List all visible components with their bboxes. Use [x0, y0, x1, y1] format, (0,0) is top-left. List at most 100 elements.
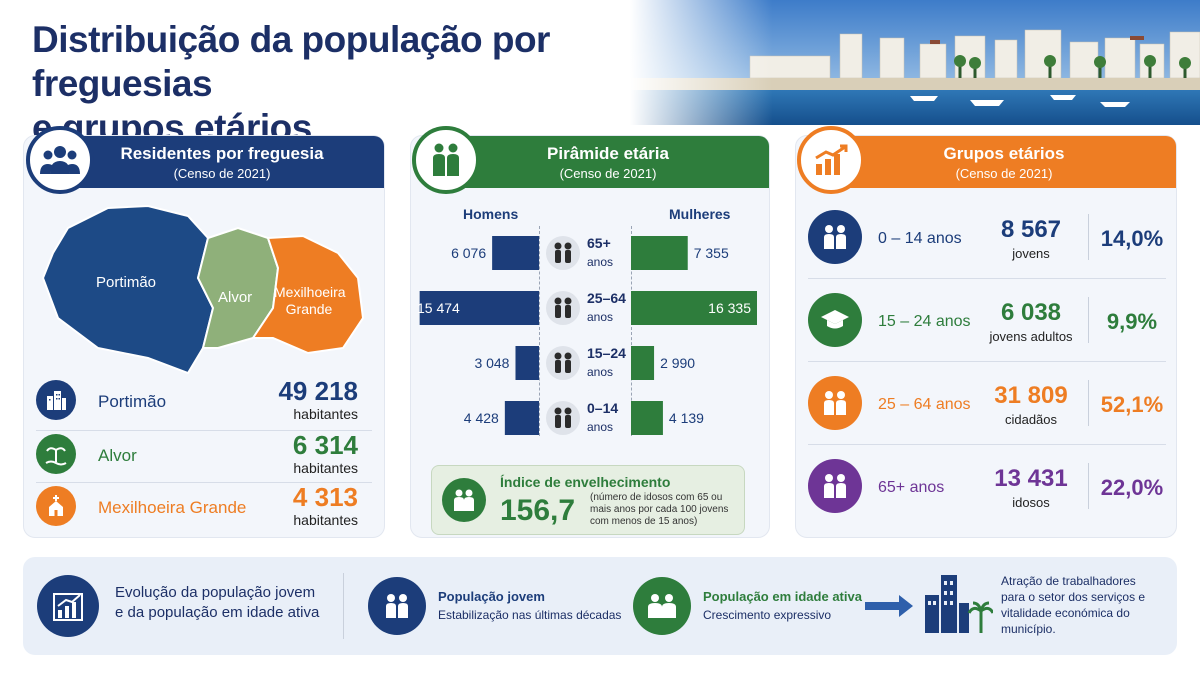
freguesia-unit: habitantes: [293, 406, 358, 422]
age-percent: 9,9%: [1106, 309, 1158, 334]
men-bar: [419, 291, 539, 325]
pyramid-chart: 6 076 7 355 65+ anos 15 474 16 335 25–64 anos 3 …: [417, 235, 757, 435]
vertical-divider: [1088, 380, 1089, 426]
aging-index-value: 156,7: [500, 494, 576, 527]
women-axis-line: [631, 226, 632, 436]
vertical-divider: [343, 573, 344, 639]
arrow-right-icon: [865, 593, 915, 624]
age-groups-header: Grupos etários (Censo de 2021): [832, 136, 1176, 188]
people-group-icon: [26, 126, 94, 194]
aging-index-title: Índice de envelhecimento: [500, 474, 671, 490]
footer-main-text: Evolução da população jovem e da populaç…: [115, 584, 320, 621]
age-group-row: 25 – 64 anos 31 809 cidadãos 52,1%: [796, 362, 1178, 444]
pyramid-header: Pirâmide etária (Censo de 2021): [447, 136, 769, 188]
graduation-cap-icon: [808, 293, 862, 347]
men-bar: [515, 346, 539, 380]
footer-conclusion: Atração de trabalhadores para o setor do…: [1001, 574, 1146, 636]
freguesia-name: Portimão: [98, 392, 167, 411]
young-title: População jovem: [438, 589, 545, 604]
women-bar: [631, 291, 757, 325]
men-label: Homens: [463, 206, 519, 222]
age-desc: jovens adultos: [989, 329, 1073, 344]
row-divider: [36, 430, 372, 431]
women-bar: [631, 401, 663, 435]
elderly-icon: [546, 236, 580, 270]
women-value-label: 16 335: [708, 300, 751, 316]
age-group-row: 0 – 14 anos 8 567 jovens 14,0%: [796, 196, 1178, 278]
women-value-label: 7 355: [694, 245, 729, 261]
women-label: Mulheres: [669, 206, 731, 222]
residents-header: Residentes por freguesia (Censo de 2021): [60, 136, 384, 188]
couple-icon: [412, 126, 480, 194]
age-value: 13 431: [994, 465, 1068, 492]
row-divider: [36, 482, 372, 483]
elderly-icon: [808, 459, 862, 513]
age-desc: idosos: [1012, 495, 1050, 510]
freguesia-value: 49 218: [278, 376, 358, 406]
row-divider: [808, 361, 1166, 362]
age-groups-card: Grupos etários (Censo de 2021) 0 – 14 an…: [795, 135, 1177, 538]
age-percent: 52,1%: [1100, 392, 1164, 417]
pyramid-card: Pirâmide etária (Censo de 2021) Homens M…: [410, 135, 770, 538]
freguesia-map: [41, 204, 365, 375]
age-range: 25 – 64 anos: [878, 396, 971, 413]
buildings-icon: [36, 380, 76, 420]
pyramid-title: Pirâmide etária: [547, 144, 669, 163]
map-label-portimao: Portimão: [96, 274, 157, 291]
aging-index-box: Índice de envelhecimento 156,7 (número d…: [431, 465, 745, 535]
young-people-icon: [368, 577, 426, 635]
freguesia-unit: habitantes: [293, 512, 358, 528]
age-groups-subtitle: (Censo de 2021): [955, 166, 1053, 181]
age-category-unit: anos: [587, 310, 613, 324]
age-group-row: 65+ anos 13 431 idosos 22,0%: [796, 445, 1178, 527]
pyramid-subtitle: (Censo de 2021): [559, 166, 657, 181]
church-icon: [36, 486, 76, 526]
age-range: 15 – 24 anos: [878, 313, 971, 330]
residents-row: Mexilhoeira Grande 4 313 habitantes: [36, 480, 372, 532]
women-value-label: 2 990: [660, 355, 695, 371]
beach-palm-icon: [36, 434, 76, 474]
page-title: Distribuição da população por freguesias…: [32, 18, 672, 150]
row-divider: [808, 444, 1166, 445]
row-divider: [808, 278, 1166, 279]
age-percent: 14,0%: [1100, 226, 1164, 251]
title-line-1: Distribuição da população por freguesias: [32, 19, 550, 104]
adults-icon: [808, 376, 862, 430]
residents-title: Residentes por freguesia: [120, 144, 324, 163]
age-category-unit: anos: [587, 255, 613, 269]
city-palm-icon: [923, 573, 995, 640]
growth-chart-icon: [37, 575, 99, 637]
age-category-label: 25–64: [587, 290, 626, 306]
age-range: 0 – 14 anos: [878, 230, 962, 247]
age-category-label: 0–14: [587, 400, 618, 416]
aging-index-note: (número de idosos com 65 ou mais anos po…: [590, 492, 729, 527]
age-value: 31 809: [994, 382, 1068, 409]
age-category-unit: anos: [587, 365, 613, 379]
age-value: 6 038: [1000, 299, 1062, 326]
growth-chart-icon: [797, 126, 865, 194]
elderly-couple-icon: [442, 478, 486, 522]
map-label-alvor: Alvor: [218, 289, 253, 306]
women-bar: [631, 236, 688, 270]
young-subtitle: Estabilização nas últimas décadas: [438, 608, 622, 622]
age-percent: 22,0%: [1100, 475, 1164, 500]
men-bar: [492, 236, 539, 270]
women-value-label: 4 139: [669, 410, 704, 426]
adults-icon: [546, 291, 580, 325]
freguesia-name: Alvor: [98, 446, 137, 465]
men-value-label: 4 428: [464, 410, 499, 426]
vertical-divider: [1088, 214, 1089, 260]
vertical-divider: [1088, 463, 1089, 509]
footer-panel: Evolução da população jovem e da populaç…: [23, 557, 1177, 655]
age-groups-title: Grupos etários: [943, 144, 1065, 163]
age-value: 8 567: [1000, 216, 1062, 243]
age-category-label: 65+: [587, 235, 611, 251]
graduation-cap-icon: [546, 346, 580, 380]
men-bar: [504, 401, 539, 435]
men-value-label: 6 076: [451, 245, 486, 261]
residents-card: Residentes por freguesia (Censo de 2021)…: [23, 135, 385, 538]
children-icon: [546, 401, 580, 435]
age-category-unit: anos: [587, 420, 613, 434]
men-value-label: 3 048: [474, 355, 509, 371]
age-range: 65+ anos: [878, 479, 945, 496]
